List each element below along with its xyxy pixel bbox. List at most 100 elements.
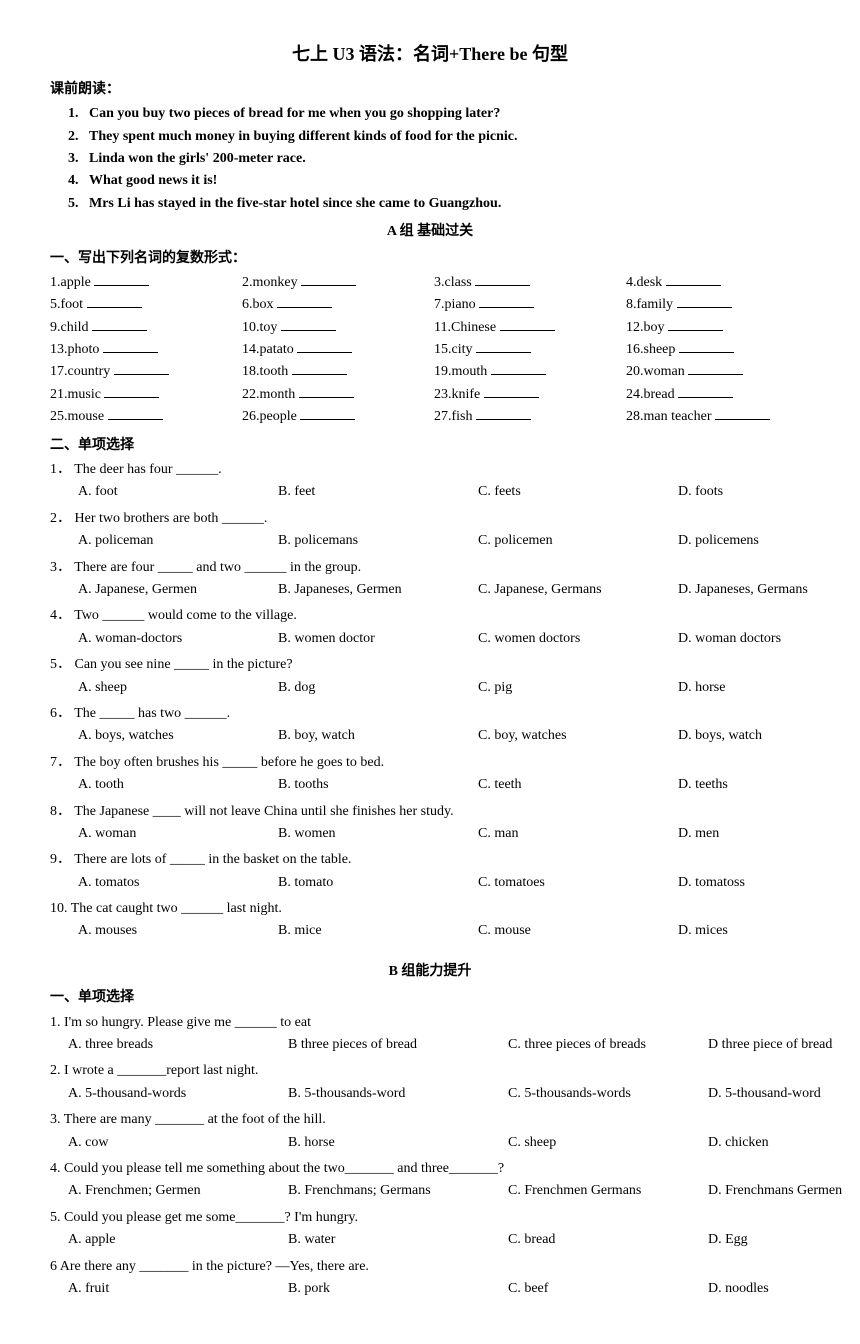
- question-options: A. policemanB. policemansC. policemenD. …: [50, 530, 810, 552]
- plural-item: 27.fish: [434, 406, 618, 428]
- question-options: A. mousesB. miceC. mouseD. mices: [50, 920, 810, 942]
- question-options: A. fruitB. porkC. beefD. noodles: [50, 1278, 810, 1300]
- question-block: 9． There are lots of _____ in the basket…: [50, 849, 810, 894]
- option: C. 5-thousands-words: [508, 1083, 708, 1105]
- section-a2-label: 二、单项选择: [50, 435, 810, 457]
- option: B. women doctor: [278, 628, 478, 650]
- option: C. Japanese, Germans: [478, 579, 678, 601]
- plural-item: 18.tooth: [242, 361, 426, 383]
- questions-b1: 1. I'm so hungry. Please give me ______ …: [50, 1012, 810, 1301]
- plural-item: 5.foot: [50, 294, 234, 316]
- option: C. feets: [478, 481, 678, 503]
- option: B. pork: [288, 1278, 508, 1300]
- option: C. teeth: [478, 774, 678, 796]
- option: C. policemen: [478, 530, 678, 552]
- option: D. noodles: [708, 1278, 860, 1300]
- plural-item: 2.monkey: [242, 272, 426, 294]
- question-stem: 1． The deer has four ______.: [50, 459, 810, 481]
- option: D. Egg: [708, 1229, 860, 1251]
- question-stem: 3． There are four _____ and two ______ i…: [50, 557, 810, 579]
- option: C. beef: [508, 1278, 708, 1300]
- plural-item: 10.toy: [242, 317, 426, 339]
- reading-item: 3. Linda won the girls' 200-meter race.: [50, 148, 810, 170]
- question-stem: 7． The boy often brushes his _____ befor…: [50, 752, 810, 774]
- plural-item: 24.bread: [626, 384, 810, 406]
- question-stem: 5. Could you please get me some_______? …: [50, 1207, 810, 1229]
- plural-item: 16.sheep: [626, 339, 810, 361]
- question-options: A. cowB. horseC. sheepD. chicken: [50, 1132, 810, 1154]
- plural-item: 4.desk: [626, 272, 810, 294]
- text: Mrs Li has stayed in the five-star hotel…: [89, 196, 501, 211]
- option: B three pieces of bread: [288, 1034, 508, 1056]
- question-block: 8． The Japanese ____ will not leave Chin…: [50, 801, 810, 846]
- option: C. mouse: [478, 920, 678, 942]
- pre-reading-label: 课前朗读：: [50, 79, 810, 101]
- question-stem: 2. I wrote a _______report last night.: [50, 1060, 810, 1082]
- pre-reading-list: 1. Can you buy two pieces of bread for m…: [50, 103, 810, 215]
- reading-item: 1. Can you buy two pieces of bread for m…: [50, 103, 810, 125]
- group-a-header: A 组 基础过关: [50, 221, 810, 243]
- plural-item: 25.mouse: [50, 406, 234, 428]
- question-options: A. Japanese, GermenB. Japaneses, GermenC…: [50, 579, 810, 601]
- plural-item: 11.Chinese: [434, 317, 618, 339]
- plural-item: 8.family: [626, 294, 810, 316]
- section-a1-label: 一、写出下列名词的复数形式：: [50, 248, 810, 270]
- question-stem: 3. There are many _______ at the foot of…: [50, 1109, 810, 1131]
- plural-item: 15.city: [434, 339, 618, 361]
- num: 2.: [68, 129, 89, 144]
- question-stem: 8． The Japanese ____ will not leave Chin…: [50, 801, 810, 823]
- reading-item: 2. They spent much money in buying diffe…: [50, 126, 810, 148]
- option: B. horse: [288, 1132, 508, 1154]
- plural-item: 14.patato: [242, 339, 426, 361]
- option: A. woman-doctors: [78, 628, 278, 650]
- reading-item: 5. Mrs Li has stayed in the five-star ho…: [50, 193, 810, 215]
- question-options: A. Frenchmen; GermenB. Frenchmans; Germa…: [50, 1180, 810, 1202]
- option: D. Frenchmans Germen: [708, 1180, 860, 1202]
- page-title: 七上 U3 语法：名词+There be 句型: [50, 40, 810, 69]
- option: B. feet: [278, 481, 478, 503]
- num: 1.: [68, 106, 89, 121]
- option: D. foots: [678, 481, 860, 503]
- option: D. horse: [678, 677, 860, 699]
- option: A. sheep: [78, 677, 278, 699]
- plural-item: 20.woman: [626, 361, 810, 383]
- option: C. three pieces of breads: [508, 1034, 708, 1056]
- question-stem: 4． Two ______ would come to the village.: [50, 605, 810, 627]
- option: C. tomatoes: [478, 872, 678, 894]
- option: B. 5-thousands-word: [288, 1083, 508, 1105]
- option: C. bread: [508, 1229, 708, 1251]
- option: D. teeths: [678, 774, 860, 796]
- plural-item: 12.boy: [626, 317, 810, 339]
- question-block: 2. I wrote a _______report last night.A.…: [50, 1060, 810, 1105]
- option: A. tomatos: [78, 872, 278, 894]
- num: 3.: [68, 151, 89, 166]
- question-block: 2． Her two brothers are both ______.A. p…: [50, 508, 810, 553]
- question-block: 7． The boy often brushes his _____ befor…: [50, 752, 810, 797]
- option: A. fruit: [68, 1278, 288, 1300]
- question-options: A. womanB. womenC. manD. men: [50, 823, 810, 845]
- option: B. boy, watch: [278, 725, 478, 747]
- text: They spent much money in buying differen…: [89, 129, 517, 144]
- question-stem: 5． Can you see nine _____ in the picture…: [50, 654, 810, 676]
- option: D. 5-thousand-word: [708, 1083, 860, 1105]
- plural-item: 23.knife: [434, 384, 618, 406]
- text: Linda won the girls' 200-meter race.: [89, 151, 306, 166]
- num: 4.: [68, 173, 89, 188]
- option: A. foot: [78, 481, 278, 503]
- question-block: 5． Can you see nine _____ in the picture…: [50, 654, 810, 699]
- option: B. mice: [278, 920, 478, 942]
- option: C. boy, watches: [478, 725, 678, 747]
- question-stem: 9． There are lots of _____ in the basket…: [50, 849, 810, 871]
- option: A. Frenchmen; Germen: [68, 1180, 288, 1202]
- option: B. tooths: [278, 774, 478, 796]
- option: A. apple: [68, 1229, 288, 1251]
- question-block: 4. Could you please tell me something ab…: [50, 1158, 810, 1203]
- question-stem: 2． Her two brothers are both ______.: [50, 508, 810, 530]
- option: B. water: [288, 1229, 508, 1251]
- option: D. tomatoss: [678, 872, 860, 894]
- option: A. mouses: [78, 920, 278, 942]
- option: D. mices: [678, 920, 860, 942]
- option: B. tomato: [278, 872, 478, 894]
- plural-item: 28.man teacher: [626, 406, 810, 428]
- option: A. Japanese, Germen: [78, 579, 278, 601]
